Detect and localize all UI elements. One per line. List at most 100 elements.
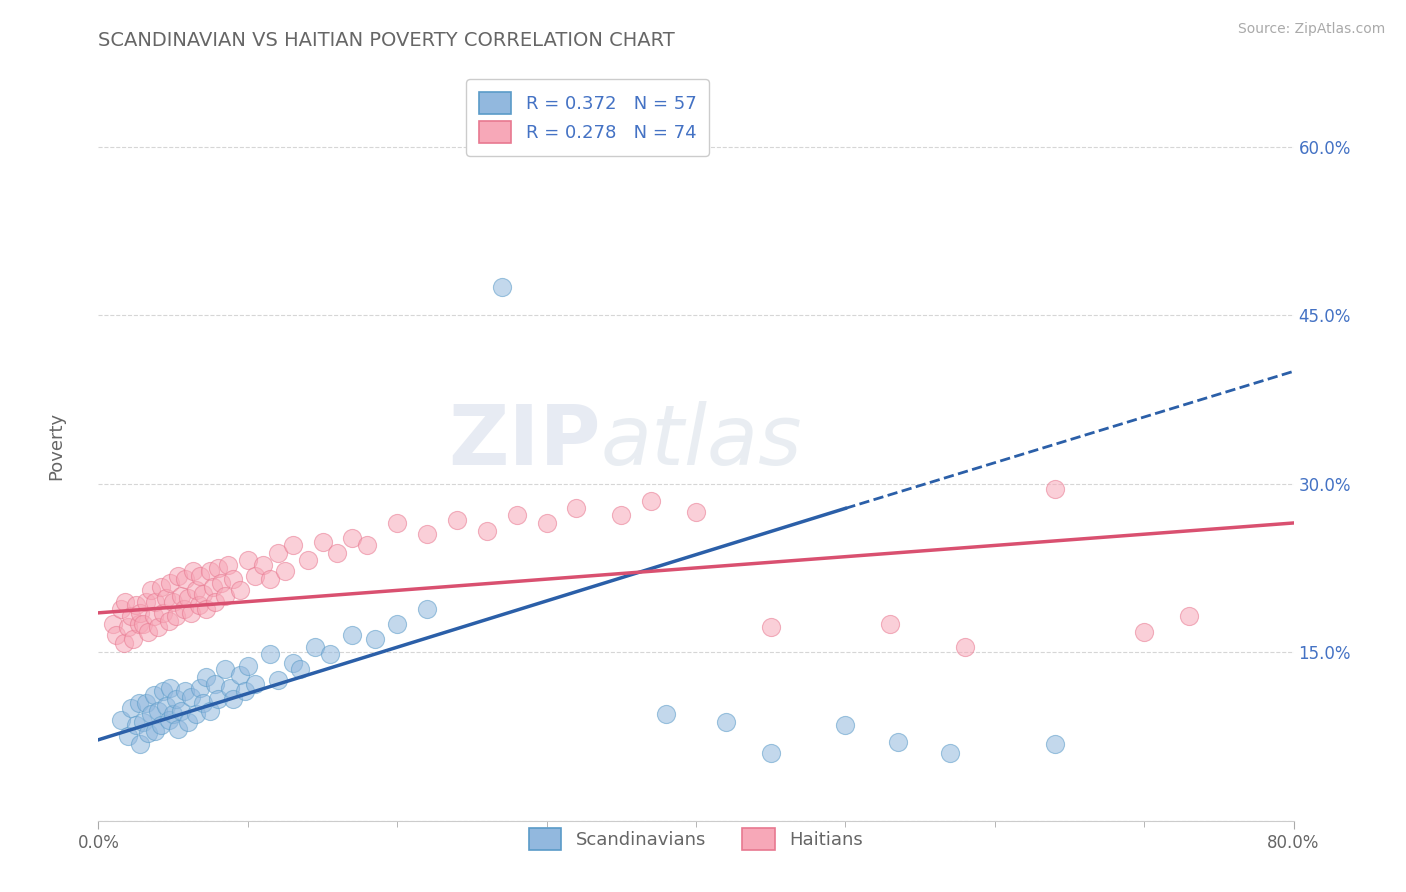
Point	[475, 524, 498, 538]
Point	[446, 513, 468, 527]
Point	[174, 684, 197, 698]
Point	[136, 726, 159, 740]
Point	[356, 538, 378, 552]
Point	[142, 609, 165, 624]
Point	[143, 594, 166, 608]
Point	[181, 564, 204, 578]
Point	[148, 704, 170, 718]
Point	[219, 681, 242, 695]
Point	[128, 617, 150, 632]
Point	[180, 606, 202, 620]
Point	[162, 594, 184, 608]
Point	[165, 692, 187, 706]
Point	[191, 696, 214, 710]
Point	[385, 516, 409, 530]
Point	[236, 658, 259, 673]
Point	[120, 609, 142, 624]
Point	[610, 508, 633, 522]
Point	[1133, 624, 1156, 639]
Point	[187, 598, 209, 612]
Point	[759, 620, 782, 634]
Point	[685, 505, 707, 519]
Point	[304, 640, 326, 654]
Point	[148, 620, 170, 634]
Point	[229, 583, 252, 598]
Point	[121, 632, 143, 646]
Point	[103, 617, 125, 632]
Point	[114, 594, 136, 608]
Point	[129, 606, 152, 620]
Point	[110, 713, 132, 727]
Text: Poverty: Poverty	[48, 412, 65, 480]
Text: SCANDINAVIAN VS HAITIAN POVERTY CORRELATION CHART: SCANDINAVIAN VS HAITIAN POVERTY CORRELAT…	[98, 30, 675, 50]
Point	[169, 589, 191, 603]
Point	[1043, 737, 1066, 751]
Point	[288, 662, 311, 676]
Point	[152, 606, 174, 620]
Point	[364, 632, 387, 646]
Point	[139, 706, 162, 721]
Point	[152, 684, 174, 698]
Point	[166, 568, 188, 582]
Text: atlas: atlas	[600, 401, 801, 482]
Point	[342, 628, 364, 642]
Point	[125, 718, 148, 732]
Point	[132, 617, 155, 632]
Point	[150, 718, 173, 732]
Point	[939, 746, 962, 760]
Point	[536, 516, 558, 530]
Point	[105, 628, 128, 642]
Point	[267, 673, 290, 688]
Point	[177, 591, 200, 606]
Point	[385, 617, 409, 632]
Point	[159, 681, 181, 695]
Point	[222, 692, 245, 706]
Point	[169, 704, 191, 718]
Point	[150, 580, 173, 594]
Point	[184, 706, 207, 721]
Point	[714, 714, 737, 729]
Point	[110, 602, 132, 616]
Point	[281, 657, 304, 671]
Point	[200, 704, 222, 718]
Point	[184, 583, 207, 598]
Point	[195, 602, 218, 616]
Point	[132, 714, 155, 729]
Point	[416, 602, 439, 616]
Point	[135, 594, 157, 608]
Point	[188, 681, 211, 695]
Point	[135, 696, 157, 710]
Point	[129, 737, 152, 751]
Point	[136, 624, 159, 639]
Point	[229, 667, 252, 681]
Point	[259, 572, 281, 586]
Point	[174, 572, 197, 586]
Point	[120, 701, 142, 715]
Point	[117, 730, 139, 744]
Point	[165, 609, 187, 624]
Point	[209, 575, 232, 590]
Point	[236, 553, 259, 567]
Point	[655, 706, 678, 721]
Point	[222, 572, 245, 586]
Point	[128, 696, 150, 710]
Legend: Scandinavians, Haitians: Scandinavians, Haitians	[515, 814, 877, 864]
Point	[125, 598, 148, 612]
Point	[155, 591, 177, 606]
Point	[342, 531, 364, 545]
Point	[217, 558, 239, 572]
Point	[162, 706, 184, 721]
Point	[506, 508, 529, 522]
Point	[214, 589, 236, 603]
Point	[274, 564, 297, 578]
Point	[166, 722, 188, 736]
Point	[204, 594, 226, 608]
Point	[834, 718, 856, 732]
Point	[159, 575, 181, 590]
Point	[173, 602, 195, 616]
Point	[1178, 609, 1201, 624]
Point	[886, 735, 908, 749]
Text: Source: ZipAtlas.com: Source: ZipAtlas.com	[1237, 22, 1385, 37]
Point	[491, 280, 513, 294]
Point	[191, 587, 214, 601]
